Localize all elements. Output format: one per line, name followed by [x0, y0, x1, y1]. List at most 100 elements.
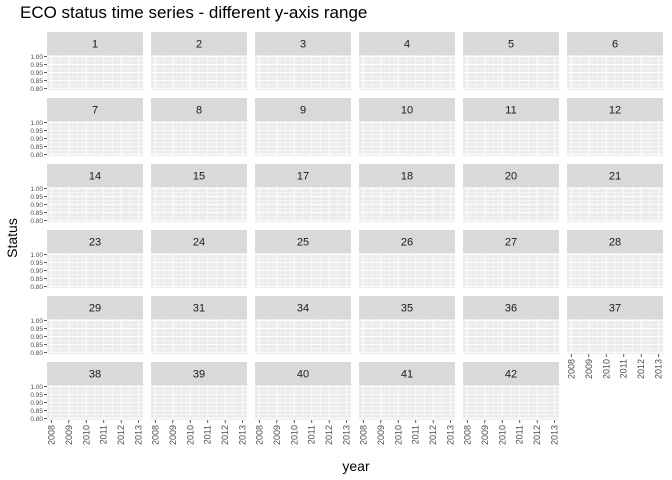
x-tick-label: 2010: [289, 425, 299, 445]
y-tick-label: 0.90: [30, 400, 43, 407]
y-tick-label: 0.80: [30, 284, 43, 291]
facet-39: 39 2008 2009 2010 2011 2012 2013: [150, 362, 248, 445]
y-tick-label: 0.95: [30, 392, 43, 399]
y-tick-label: 0.85: [30, 408, 43, 415]
facet-strip-label: 27: [505, 237, 517, 249]
x-tick-label: 2009: [480, 425, 490, 445]
x-tick-label: 2009: [64, 425, 74, 445]
facet-strip: [151, 230, 247, 253]
facet-strip-label: 42: [505, 369, 517, 381]
x-tick-label: 2013: [238, 425, 248, 445]
y-tick-label: 0.80: [30, 86, 43, 93]
facet-strip-label: 3: [300, 39, 306, 51]
x-tick-label: 2012: [220, 425, 230, 445]
facet-strip: [151, 164, 247, 187]
y-tick-label: 0.90: [30, 136, 43, 143]
facet-12: 12: [567, 98, 663, 156]
facet-strip: [255, 230, 351, 253]
x-tick-label: 2009: [584, 359, 594, 379]
facet-strip: [359, 296, 455, 319]
y-tick-label: 0.90: [30, 70, 43, 77]
facet-strip-label: 38: [89, 369, 101, 381]
facet-strip-label: 39: [193, 369, 205, 381]
x-tick-label: 2008: [462, 425, 472, 445]
x-tick-label: 2010: [81, 425, 91, 445]
facet-37: 37 2008 2009 2010 2011 2012 2013: [566, 296, 664, 379]
facet-strip-label: 35: [401, 303, 413, 315]
facet-6: 6: [567, 32, 663, 90]
x-tick-label: 2013: [550, 425, 560, 445]
facet-17: 17: [255, 164, 351, 222]
facet-23: 23 0.800.850.900.951.00: [30, 230, 143, 291]
facet-40: 40 2008 2009 2010 2011 2012 2013: [254, 362, 352, 445]
facet-strip: [359, 98, 455, 121]
facet-42: 42 2008 2009 2010 2011 2012 2013: [462, 362, 560, 445]
facet-strip-label: 9: [300, 105, 306, 117]
facet-strip-label: 36: [505, 303, 517, 315]
y-tick-label: 0.95: [30, 128, 43, 135]
facet-strip: [255, 164, 351, 187]
facet-strip: [255, 32, 351, 55]
facet-15: 15: [151, 164, 247, 222]
facet-strip-label: 34: [297, 303, 309, 315]
facet-1: 1 0.800.850.900.951.00: [30, 32, 143, 93]
facet-strip-label: 18: [401, 171, 413, 183]
chart-title: ECO status time series - different y-axi…: [20, 3, 368, 22]
y-tick-label: 1.00: [30, 318, 43, 325]
facet-strip: [567, 230, 663, 253]
facet-strip: [151, 296, 247, 319]
x-tick-label: 2012: [428, 425, 438, 445]
facet-strip: [463, 230, 559, 253]
facet-7: 7 0.800.850.900.951.00: [30, 98, 143, 159]
facet-strip-label: 6: [612, 39, 618, 51]
facet-strip-label: 23: [89, 237, 101, 249]
facet-strip: [47, 98, 143, 121]
facet-38: 38 0.800.850.900.951.00 2008 2009 2010 2011 20…: [30, 362, 144, 445]
y-tick-label: 0.80: [30, 152, 43, 159]
facet-strip-label: 8: [196, 105, 202, 117]
y-tick-label: 1.00: [30, 186, 43, 193]
x-tick-label: 2013: [134, 425, 144, 445]
facet-strip: [47, 296, 143, 319]
x-tick-label: 2012: [532, 425, 542, 445]
facet-strip: [463, 296, 559, 319]
facet-strip: [47, 164, 143, 187]
x-tick-label: 2012: [324, 425, 334, 445]
facet-strip: [359, 230, 455, 253]
facet-strip: [463, 164, 559, 187]
facet-panels: 10.800.850.900.951.002 3 4 5 670.800.850.900…: [30, 32, 664, 445]
x-tick-label: 2010: [497, 425, 507, 445]
x-tick-label: 2010: [601, 359, 611, 379]
y-tick-label: 0.90: [30, 268, 43, 275]
facet-25: 25: [255, 230, 351, 288]
facet-strip-label: 41: [401, 369, 413, 381]
facet-29: 29 0.800.850.900.951.00: [30, 296, 143, 357]
facet-strip-label: 40: [297, 369, 309, 381]
y-tick-label: 0.85: [30, 144, 43, 151]
facet-strip: [47, 362, 143, 385]
facet-strip-label: 10: [401, 105, 413, 117]
facet-11: 11: [463, 98, 559, 156]
y-tick-label: 1.00: [30, 252, 43, 259]
y-tick-label: 0.95: [30, 194, 43, 201]
x-tick-label: 2008: [46, 425, 56, 445]
facet-strip-label: 1: [92, 39, 98, 51]
y-tick-label: 0.90: [30, 334, 43, 341]
facet-strip-label: 21: [609, 171, 621, 183]
facet-strip-label: 24: [193, 237, 205, 249]
x-tick-label: 2012: [116, 425, 126, 445]
facet-14: 14 0.800.850.900.951.00: [30, 164, 143, 225]
x-tick-label: 2012: [636, 359, 646, 379]
y-tick-label: 1.00: [30, 54, 43, 61]
facet-20: 20: [463, 164, 559, 222]
y-axis-label: Status: [4, 218, 20, 258]
facet-strip-label: 11: [505, 105, 516, 117]
facet-strip: [359, 362, 455, 385]
facet-strip: [567, 296, 663, 319]
facet-strip-label: 37: [609, 303, 621, 315]
x-tick-label: 2011: [515, 425, 525, 444]
facet-strip-label: 17: [297, 171, 309, 183]
x-tick-label: 2008: [566, 359, 576, 379]
facet-10: 10: [359, 98, 455, 156]
